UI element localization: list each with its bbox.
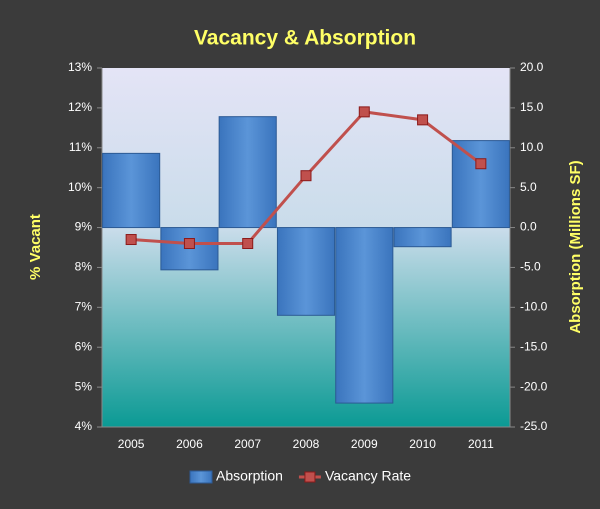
y-tick-label: 4% [75, 419, 93, 433]
marker [358, 106, 370, 118]
y2-tick-label: -15.0 [520, 339, 548, 353]
marker [183, 238, 195, 250]
y-tick-label: 11% [69, 140, 92, 154]
marker [300, 170, 312, 182]
y2-tick-label: -20.0 [520, 379, 548, 393]
x-tick-label: 2009 [351, 437, 378, 451]
y-tick-label: 10% [68, 180, 92, 194]
y2-tick-label: 10.0 [520, 140, 544, 154]
marker [475, 158, 487, 170]
y-tick-label: 6% [75, 339, 93, 353]
legend-label: Absorption [216, 468, 283, 484]
marker [242, 238, 254, 250]
marker [417, 114, 429, 126]
y-tick-label: 9% [75, 220, 93, 234]
y-axis-label: % Vacant [27, 214, 44, 280]
legend-swatch [304, 471, 316, 483]
y-tick-label: 8% [75, 260, 93, 274]
bar [335, 227, 394, 404]
chart-title: Vacancy & Absorption [194, 27, 416, 50]
y2-tick-label: -25.0 [520, 419, 548, 433]
y2-tick-label: 20.0 [520, 60, 544, 74]
bar [102, 152, 161, 229]
legend-swatch [189, 470, 213, 484]
y2-tick-label: -10.0 [520, 300, 548, 314]
y2-tick-label: 0.0 [520, 220, 537, 234]
x-tick-label: 2006 [176, 437, 203, 451]
bar [218, 116, 277, 229]
x-tick-label: 2007 [234, 437, 261, 451]
y-tick-label: 13% [68, 60, 92, 74]
y-tick-label: 12% [68, 100, 92, 114]
y-tick-label: 7% [75, 300, 93, 314]
bar [276, 227, 336, 316]
bar [451, 140, 510, 229]
x-tick-label: 2005 [118, 437, 145, 451]
y2-tick-label: -5.0 [520, 260, 541, 274]
y2-axis-label: Absorption (Millions SF) [567, 160, 584, 333]
bar [393, 227, 452, 248]
y2-tick-label: 5.0 [520, 180, 537, 194]
x-tick-label: 2008 [293, 437, 320, 451]
y-tick-label: 5% [75, 379, 93, 393]
y2-tick-label: 15.0 [520, 100, 544, 114]
legend-label: Vacancy Rate [325, 468, 411, 484]
marker [125, 234, 137, 246]
x-tick-label: 2010 [409, 437, 436, 451]
x-tick-label: 2011 [468, 437, 494, 451]
